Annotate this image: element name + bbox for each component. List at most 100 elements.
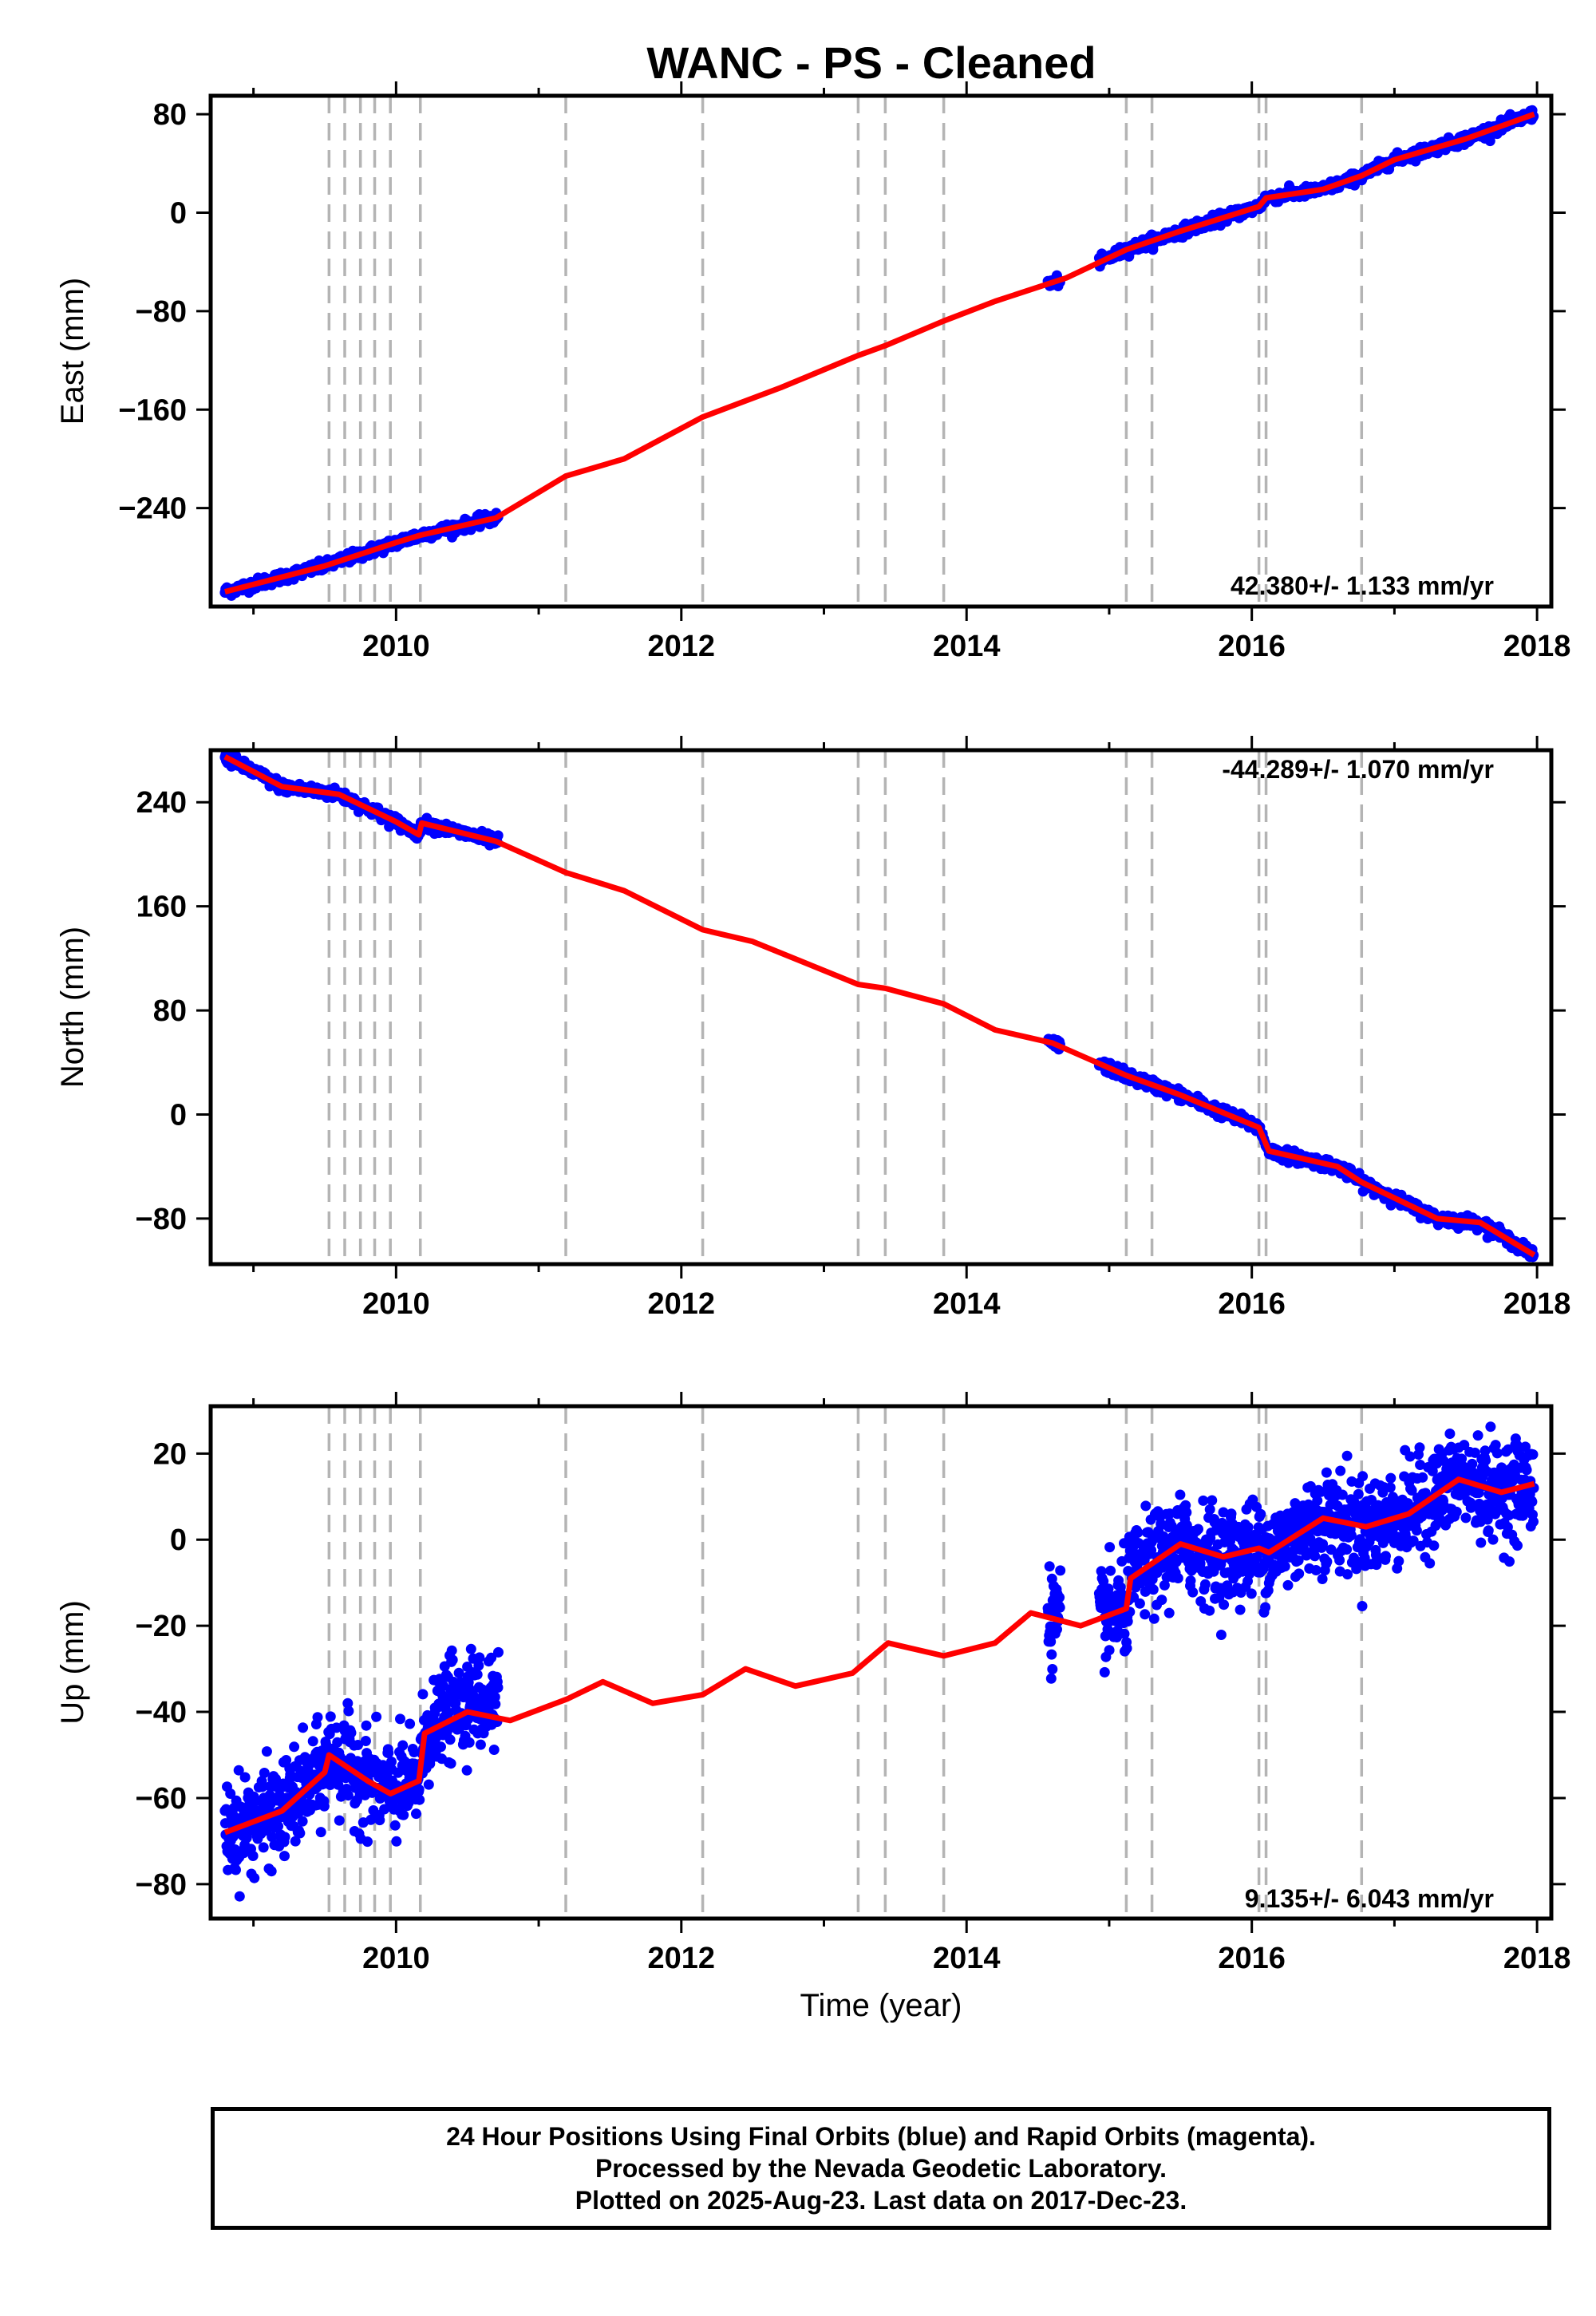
x-tick-label: 2016	[1218, 630, 1286, 663]
data-point	[1226, 1508, 1237, 1520]
data-point	[360, 1736, 371, 1746]
data-point	[398, 1809, 409, 1820]
data-points-east	[219, 105, 1539, 601]
y-tick-label: −80	[136, 1868, 187, 1902]
data-point	[474, 1652, 485, 1663]
y-tick-label: −40	[136, 1696, 187, 1729]
data-point	[1282, 1579, 1294, 1591]
data-point	[414, 1794, 425, 1805]
y-axis-label: North (mm)	[55, 927, 90, 1088]
data-point	[461, 1765, 472, 1776]
x-tick-label: 2012	[648, 630, 716, 663]
data-point	[1521, 1464, 1532, 1476]
data-point	[1312, 1495, 1323, 1506]
data-point	[1148, 1613, 1159, 1624]
data-point	[1406, 1485, 1417, 1496]
y-tick-label: −60	[136, 1782, 187, 1816]
data-point	[1305, 1480, 1316, 1492]
data-point	[298, 1722, 309, 1733]
data-point	[1476, 1537, 1487, 1548]
data-point	[1121, 1642, 1132, 1654]
model-line-east	[224, 111, 1535, 595]
data-point	[1428, 1540, 1440, 1551]
data-point	[1251, 1552, 1262, 1563]
data-point	[446, 1645, 457, 1656]
data-point	[1469, 1447, 1480, 1458]
data-point	[1134, 1598, 1145, 1609]
data-point	[233, 1765, 244, 1776]
x-tick-label: 2016	[1218, 1287, 1286, 1321]
data-point	[1496, 1462, 1507, 1473]
data-point	[1345, 1530, 1357, 1541]
data-point	[453, 1667, 464, 1678]
data-point	[1193, 1524, 1203, 1535]
data-point	[411, 1808, 421, 1820]
plot-frame	[208, 748, 1554, 1267]
data-point	[279, 1832, 290, 1843]
data-point	[1185, 1575, 1196, 1587]
footer-line-1: 24 Hour Positions Using Final Orbits (bl…	[446, 2122, 1316, 2151]
y-tick-label: 80	[153, 98, 187, 132]
data-point	[1045, 1636, 1057, 1647]
data-point	[413, 1784, 425, 1795]
data-point	[1479, 1445, 1491, 1456]
data-point	[1321, 1467, 1332, 1478]
data-point	[1279, 1561, 1290, 1572]
data-point	[1104, 1542, 1116, 1553]
data-point	[1207, 1495, 1218, 1506]
rate-annotation: 9.135+/- 6.043 mm/yr	[1245, 1884, 1494, 1913]
data-point	[423, 1779, 434, 1790]
data-point	[1473, 1488, 1484, 1498]
data-point	[1146, 1545, 1157, 1555]
data-point	[445, 1758, 456, 1769]
data-point	[1156, 1595, 1167, 1606]
data-point	[1317, 1539, 1329, 1550]
data-point	[259, 1768, 270, 1778]
y-tick-label: −80	[136, 295, 187, 329]
data-points-north	[219, 750, 1539, 1263]
data-point	[1528, 1516, 1539, 1528]
data-point	[1408, 1535, 1419, 1547]
data-point	[493, 1646, 504, 1658]
data-point	[297, 1816, 308, 1827]
data-point	[1335, 1465, 1346, 1476]
data-point	[273, 1820, 284, 1832]
y-tick-label: 240	[136, 786, 187, 820]
y-tick-label: 160	[136, 891, 187, 924]
data-point	[1198, 1495, 1209, 1506]
data-point	[1485, 1421, 1496, 1433]
data-point	[1487, 1534, 1499, 1545]
data-point	[1181, 1520, 1192, 1531]
data-point	[1512, 1540, 1523, 1551]
data-point	[472, 1669, 483, 1680]
data-point	[267, 1832, 278, 1843]
data-point	[1357, 1601, 1368, 1611]
panel-east: 2010 2012 2014 2016 2018 −240 −160 −80 0 80 East (…	[55, 81, 1570, 663]
data-point	[1195, 1558, 1206, 1569]
data-point	[1199, 1579, 1211, 1590]
data-point	[1334, 1555, 1345, 1566]
data-point	[1246, 1588, 1257, 1599]
data-point	[444, 1734, 456, 1745]
data-point	[346, 1727, 357, 1738]
data-point	[1411, 1525, 1422, 1536]
data-point	[315, 1827, 326, 1838]
data-point	[383, 1747, 394, 1758]
y-tick-label: 20	[153, 1437, 187, 1471]
data-point	[1465, 1502, 1476, 1513]
model-line-north	[223, 754, 1536, 1258]
x-tick-label: 2010	[362, 1942, 430, 1975]
data-point	[486, 1652, 497, 1663]
data-point	[395, 1713, 405, 1725]
data-point	[1341, 1450, 1353, 1461]
x-tick-label: 2014	[933, 630, 1001, 663]
data-point	[492, 1682, 504, 1693]
data-point	[1204, 1504, 1215, 1515]
data-point	[1140, 1500, 1152, 1512]
x-axis-label: Time (year)	[800, 1988, 962, 2023]
data-point	[1357, 1471, 1369, 1482]
data-point	[371, 1711, 382, 1722]
data-point	[1310, 1565, 1321, 1575]
data-point	[1045, 1673, 1057, 1684]
